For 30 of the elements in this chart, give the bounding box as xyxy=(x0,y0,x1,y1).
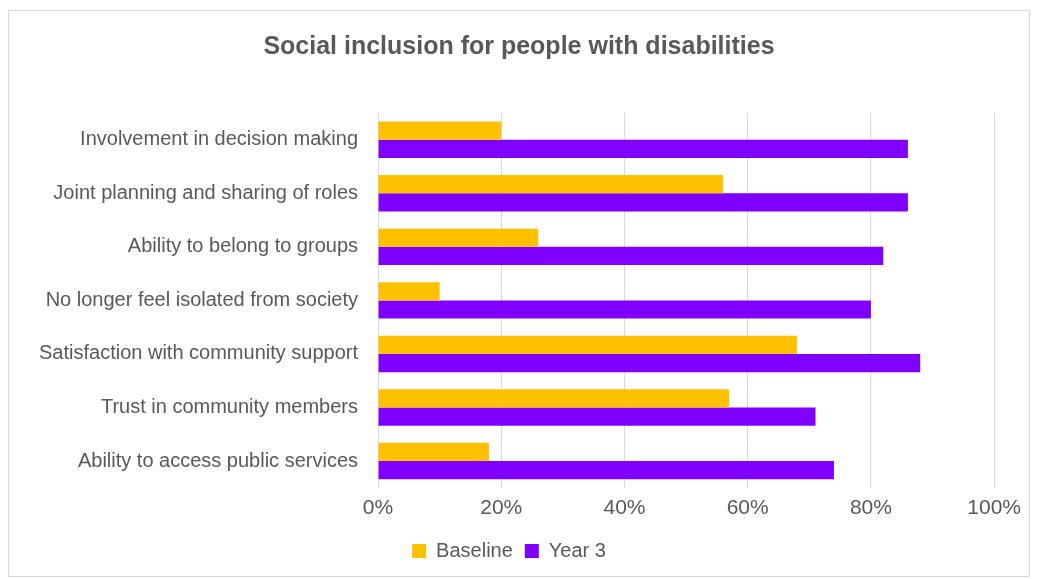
x-tick-label: 0% xyxy=(362,495,394,519)
x-tick-label: 80% xyxy=(849,495,892,519)
y-tick-label: Satisfaction with community support xyxy=(38,341,359,364)
legend-label: Year 3 xyxy=(548,538,606,561)
bar xyxy=(378,228,539,247)
bar xyxy=(378,461,834,480)
bar xyxy=(378,300,871,319)
bar xyxy=(378,282,440,301)
bar xyxy=(378,335,797,354)
legend-label: Baseline xyxy=(436,538,513,561)
bar xyxy=(378,353,921,373)
bar xyxy=(378,389,730,408)
bar xyxy=(378,139,908,158)
bar xyxy=(378,121,502,140)
y-tick-label: Ability to belong to groups xyxy=(127,234,359,257)
y-tick-label: Joint planning and sharing of roles xyxy=(53,180,359,203)
bar xyxy=(378,246,884,266)
bar xyxy=(378,442,489,462)
y-tick-label: Involvement in decision making xyxy=(80,127,359,150)
y-tick-label: Ability to access public services xyxy=(77,448,359,471)
x-tick-label: 100% xyxy=(967,495,1021,519)
chart-title: Social inclusion for people with disabilities xyxy=(262,31,776,60)
bar xyxy=(378,407,816,426)
x-tick-label: 20% xyxy=(480,495,523,519)
bar xyxy=(378,175,724,194)
bar xyxy=(378,193,908,212)
x-tick-label: 60% xyxy=(726,495,769,519)
y-tick-label: No longer feel isolated from society xyxy=(45,287,359,310)
y-tick-label: Trust in community members xyxy=(100,395,359,417)
x-tick-label: 40% xyxy=(603,495,646,519)
